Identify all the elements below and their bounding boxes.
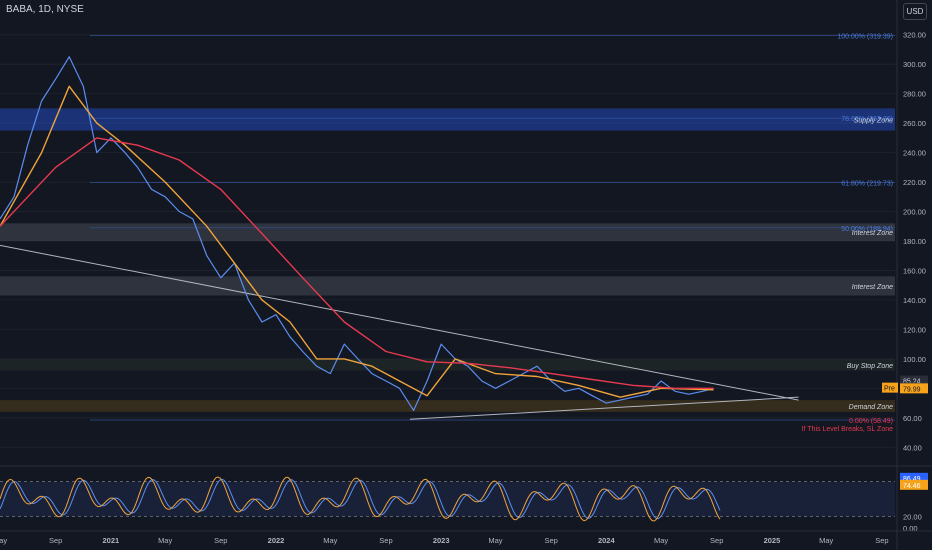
time-tick-label: May [654, 536, 668, 545]
series-line-ema-fast [0, 85, 714, 398]
price-tick-label: 120.00 [903, 325, 926, 334]
symbol-title[interactable]: BABA, 1D, NYSE [6, 4, 84, 15]
price-tick-label: 320.00 [903, 31, 926, 40]
zone-label: Demand Zone [849, 404, 893, 411]
trendline [0, 244, 799, 401]
oscillator-tick-label: 20.00 [903, 512, 922, 521]
fib-label: 0.00% (58.49) [849, 418, 893, 425]
price-label-box [900, 383, 928, 394]
price-label-box [900, 375, 928, 386]
price-tick-label: 60.00 [903, 414, 922, 423]
trendline [409, 396, 799, 420]
time-tick-label: May [488, 536, 502, 545]
time-tick-label: Sep [875, 536, 888, 545]
time-tick-label: May [819, 536, 833, 545]
fib-label: 78.60% (263.36) [841, 116, 893, 123]
price-tick-label: 100.00 [903, 355, 926, 364]
zone-label: Buy Stop Zone [847, 363, 893, 370]
time-tick-label: Sep [214, 536, 227, 545]
pre-market-tag-box [882, 382, 898, 393]
oscillator-value-box [900, 472, 928, 483]
oscillator-value-box [900, 479, 928, 490]
price-tick-label: 180.00 [903, 237, 926, 246]
zone-label: Interest Zone [852, 230, 893, 237]
oscillator-value-label: 74.46 [903, 483, 921, 490]
time-tick-label: May [0, 536, 7, 545]
price-label: 79.99 [903, 386, 921, 393]
time-tick-label: Sep [710, 536, 723, 545]
fib-label: 50.00% (188.94) [841, 226, 893, 233]
series-line-ema-slow [0, 137, 714, 389]
zone-band [0, 400, 895, 412]
price-tick-label: 140.00 [903, 296, 926, 305]
time-tick-label: Sep [544, 536, 557, 545]
time-tick-label: 2025 [764, 536, 781, 545]
price-tick-label: 240.00 [903, 149, 926, 158]
zone-label: Interest Zone [852, 284, 893, 291]
price-tick-label: 300.00 [903, 60, 926, 69]
time-tick-label: May [158, 536, 172, 545]
oscillator-value-label: 86.49 [903, 476, 921, 483]
zone-label: Supply Zone [854, 117, 893, 124]
time-tick-label: 2022 [268, 536, 285, 545]
sl-zone-annotation: If This Level Breaks, SL Zone [802, 426, 894, 433]
oscillator-tick-label: 0.00 [903, 524, 918, 533]
time-tick-label: Sep [49, 536, 62, 545]
zone-band [0, 223, 895, 241]
fib-label: 100.00% (319.39) [837, 34, 893, 41]
zone-band [0, 276, 895, 296]
pre-market-tag: Pre [884, 386, 895, 393]
time-tick-label: 2021 [103, 536, 120, 545]
price-tick-label: 200.00 [903, 208, 926, 217]
time-tick-label: Sep [379, 536, 392, 545]
oscillator-d-line [0, 478, 721, 520]
price-tick-label: 260.00 [903, 119, 926, 128]
oscillator-band [0, 481, 895, 517]
price-label: 85.24 [903, 379, 921, 386]
series-line-price [0, 56, 714, 411]
price-tick-label: 280.00 [903, 90, 926, 99]
time-tick-label: 2024 [598, 536, 616, 545]
zone-band [0, 358, 895, 371]
fib-label: 61.80% (219.73) [841, 180, 893, 187]
currency-button[interactable]: USD [903, 3, 927, 20]
price-tick-label: 40.00 [903, 443, 922, 452]
price-tick-label: 160.00 [903, 266, 926, 275]
price-tick-label: 220.00 [903, 178, 926, 187]
time-tick-label: May [323, 536, 337, 545]
time-tick-label: 2023 [433, 536, 450, 545]
zone-band [0, 108, 895, 131]
oscillator-k-line [0, 476, 721, 522]
